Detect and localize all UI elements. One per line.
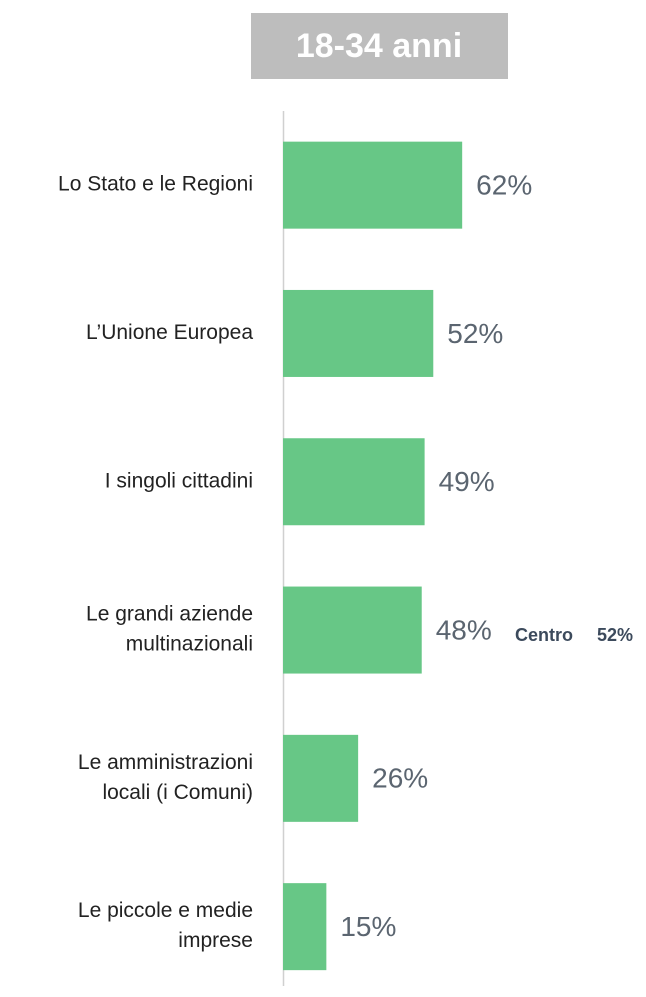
bar xyxy=(283,586,422,674)
annotation-label: 52% xyxy=(597,625,633,645)
category-label: Lo Stato e le Regioni xyxy=(58,173,253,196)
category-label: Le grandi aziende xyxy=(86,603,253,626)
category-label: imprese xyxy=(178,929,253,952)
category-label: multinazionali xyxy=(126,633,253,656)
bar xyxy=(283,883,327,971)
value-label: 15% xyxy=(340,911,396,942)
title-box xyxy=(251,13,508,79)
value-label: 48% xyxy=(436,614,492,645)
bar xyxy=(283,289,434,377)
category-label: locali (i Comuni) xyxy=(102,781,253,804)
bar xyxy=(283,438,425,526)
category-label: Le amministrazioni xyxy=(78,751,253,774)
bar xyxy=(283,141,463,229)
value-label: 62% xyxy=(476,170,532,201)
value-label: 49% xyxy=(439,466,495,497)
annotation-text: Centro xyxy=(515,625,573,645)
value-label: 52% xyxy=(447,318,503,349)
value-label: 26% xyxy=(372,763,428,794)
category-label: L’Unione Europea xyxy=(86,321,253,344)
chart-title: 18-34 anni xyxy=(296,27,462,65)
category-label: I singoli cittadini xyxy=(105,469,253,492)
bar xyxy=(283,734,359,822)
category-label: Le piccole e medie xyxy=(78,899,253,922)
